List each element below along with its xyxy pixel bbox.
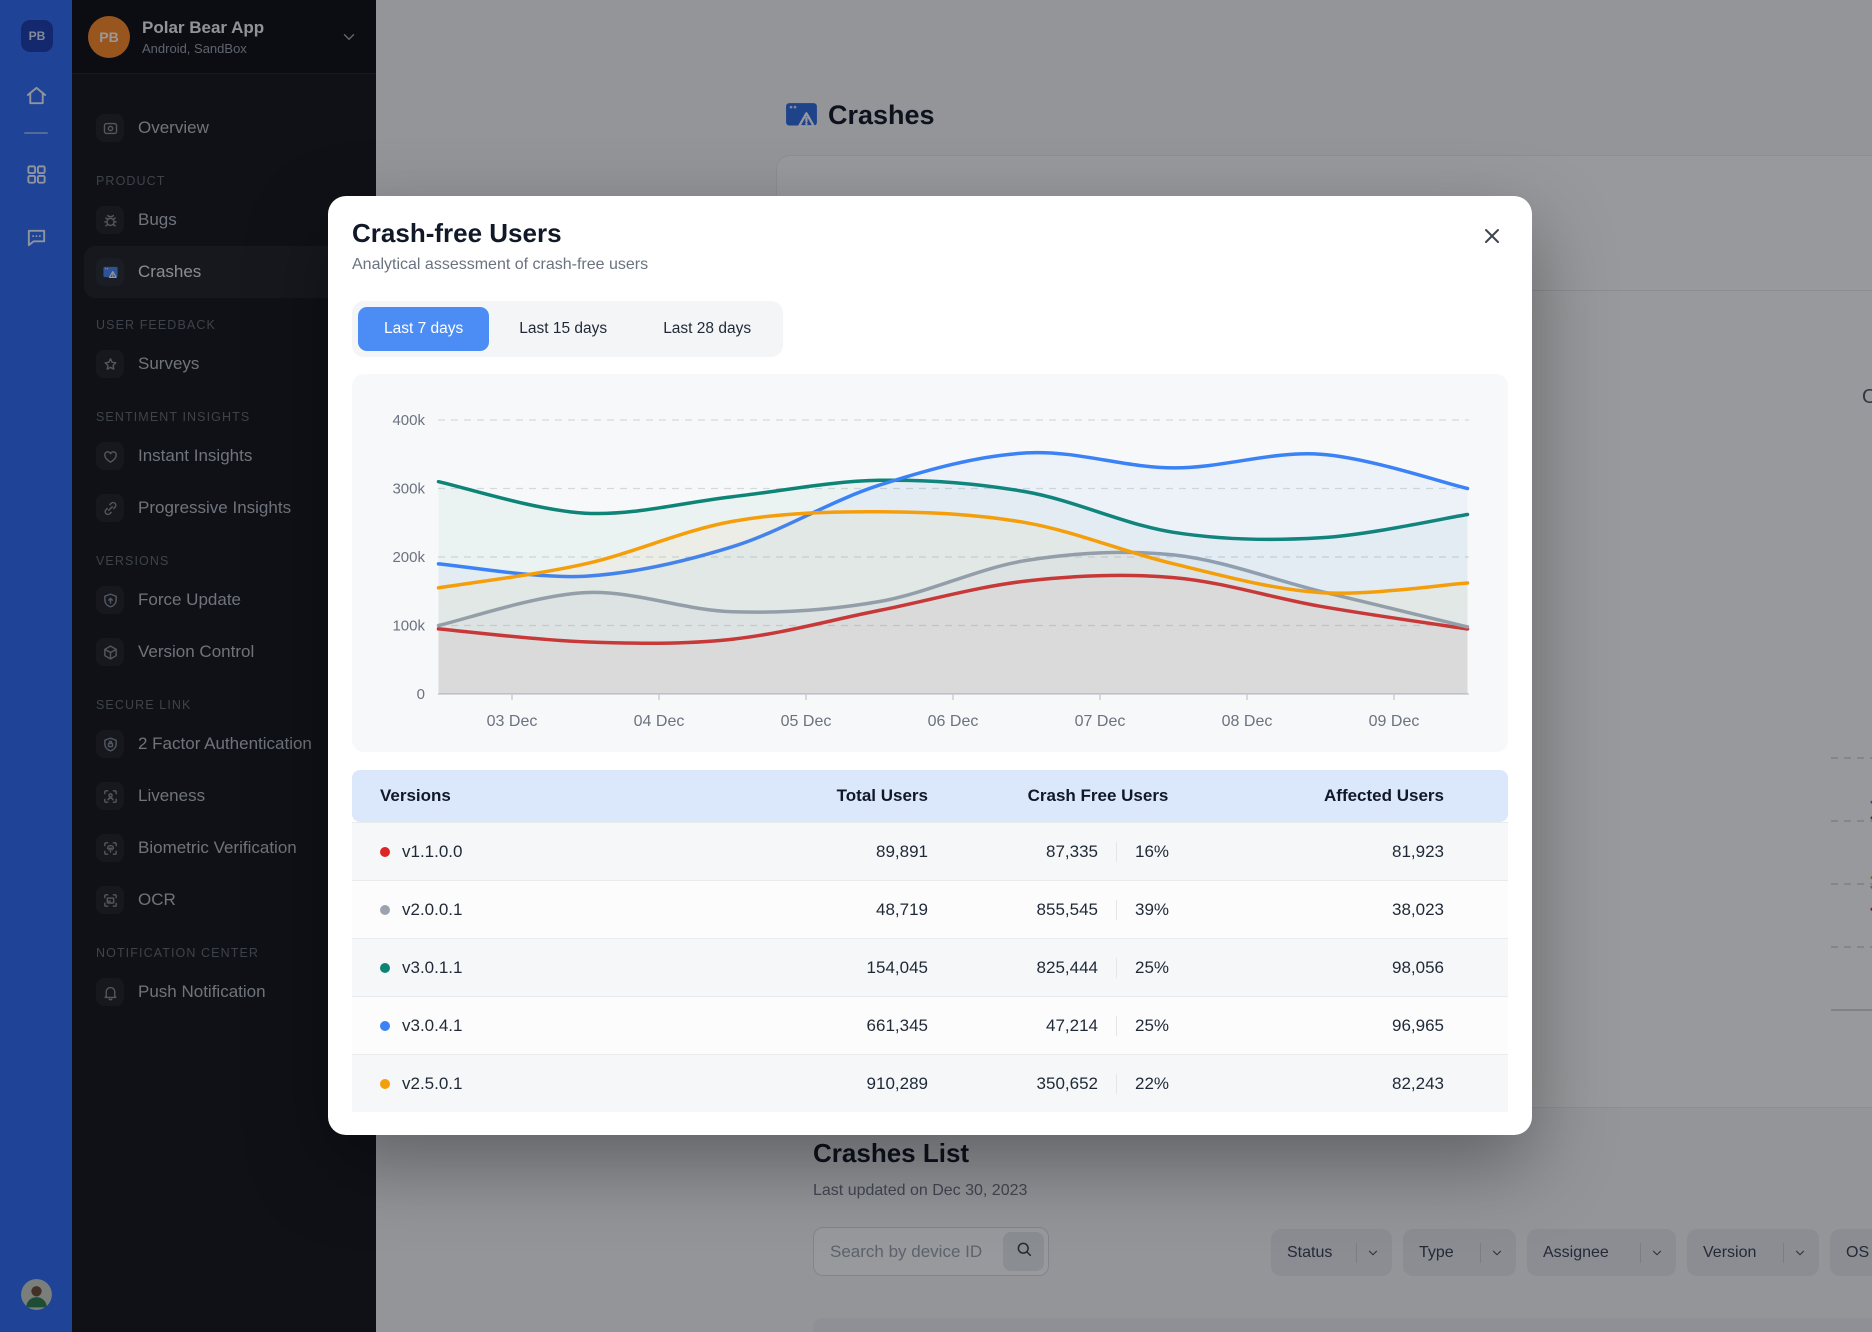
cell-crash-free-users: 87,335 16% xyxy=(928,842,1228,862)
version-label: v3.0.4.1 xyxy=(402,1016,463,1036)
series-dot xyxy=(380,905,390,915)
svg-text:100k: 100k xyxy=(392,618,425,635)
cell-crash-free-users: 825,444 25% xyxy=(928,958,1228,978)
cell-version: v3.0.1.1 xyxy=(352,958,688,978)
header-affected-users: Affected Users xyxy=(1228,786,1508,806)
svg-text:300k: 300k xyxy=(392,481,425,498)
tab-last-7-days[interactable]: Last 7 days xyxy=(358,307,489,351)
cell-crash-free-users: 47,214 25% xyxy=(928,1016,1228,1036)
svg-text:09 Dec: 09 Dec xyxy=(1369,713,1420,730)
header-crash-free-users: Crash Free Users xyxy=(928,786,1228,806)
crash-free-users-modal: Crash-free Users Analytical assessment o… xyxy=(328,196,1532,1135)
cell-version: v3.0.4.1 xyxy=(352,1016,688,1036)
tab-last-28-days[interactable]: Last 28 days xyxy=(637,307,777,351)
table-row-v2-0-0-1: v2.0.0.1 48,719855,545 39% 38,023 xyxy=(352,880,1508,938)
cell-affected-users: 81,923 xyxy=(1228,842,1508,862)
close-icon[interactable] xyxy=(1480,224,1504,248)
cell-total-users: 910,289 xyxy=(688,1074,928,1094)
crash-free-pct: 39% xyxy=(1116,900,1169,920)
series-dot xyxy=(380,963,390,973)
cell-total-users: 661,345 xyxy=(688,1016,928,1036)
cell-total-users: 89,891 xyxy=(688,842,928,862)
table-row-v1-1-0-0: v1.1.0.0 89,89187,335 16% 81,923 xyxy=(352,822,1508,880)
series-dot xyxy=(380,1021,390,1031)
header-total-users: Total Users xyxy=(688,786,928,806)
series-dot xyxy=(380,1079,390,1089)
svg-text:03 Dec: 03 Dec xyxy=(487,713,538,730)
cell-affected-users: 98,056 xyxy=(1228,958,1508,978)
svg-text:400k: 400k xyxy=(392,412,425,429)
svg-text:08 Dec: 08 Dec xyxy=(1222,713,1273,730)
table-row-v2-5-0-1: v2.5.0.1 910,289350,652 22% 82,243 xyxy=(352,1054,1508,1112)
version-label: v2.0.0.1 xyxy=(402,900,463,920)
versions-table-header: VersionsTotal UsersCrash Free UsersAffec… xyxy=(352,770,1508,822)
cell-version: v1.1.0.0 xyxy=(352,842,688,862)
tab-last-15-days[interactable]: Last 15 days xyxy=(493,307,633,351)
app-root: PB PB Polar Bear App Android, SandBox Ov… xyxy=(0,0,1872,1332)
crash-free-value: 47,214 xyxy=(928,1016,1098,1036)
series-dot xyxy=(380,847,390,857)
header-versions: Versions xyxy=(352,786,688,806)
crash-free-pct: 22% xyxy=(1116,1074,1169,1094)
crash-free-users-chart-card: 03 Dec 04 Dec 05 Dec 06 Dec 07 Dec 08 Dec 09 D… xyxy=(352,374,1508,752)
cell-affected-users: 38,023 xyxy=(1228,900,1508,920)
version-label: v2.5.0.1 xyxy=(402,1074,463,1094)
cell-total-users: 48,719 xyxy=(688,900,928,920)
crash-free-pct: 16% xyxy=(1116,842,1169,862)
versions-table: VersionsTotal UsersCrash Free UsersAffec… xyxy=(352,770,1508,1112)
crash-free-pct: 25% xyxy=(1116,1016,1169,1036)
crash-free-users-chart: 03 Dec 04 Dec 05 Dec 06 Dec 07 Dec 08 Dec 09 D… xyxy=(357,374,1503,752)
svg-text:07 Dec: 07 Dec xyxy=(1075,713,1126,730)
modal-title: Crash-free Users xyxy=(352,218,562,249)
modal-subtitle: Analytical assessment of crash-free user… xyxy=(352,256,648,274)
crash-free-pct: 25% xyxy=(1116,958,1169,978)
cell-affected-users: 96,965 xyxy=(1228,1016,1508,1036)
cell-version: v2.0.0.1 xyxy=(352,900,688,920)
table-row-v3-0-4-1: v3.0.4.1 661,34547,214 25% 96,965 xyxy=(352,996,1508,1054)
cell-total-users: 154,045 xyxy=(688,958,928,978)
svg-text:05 Dec: 05 Dec xyxy=(781,713,832,730)
table-row-v3-0-1-1: v3.0.1.1 154,045825,444 25% 98,056 xyxy=(352,938,1508,996)
crash-free-value: 825,444 xyxy=(928,958,1098,978)
cell-version: v2.5.0.1 xyxy=(352,1074,688,1094)
svg-text:06 Dec: 06 Dec xyxy=(928,713,979,730)
svg-text:04 Dec: 04 Dec xyxy=(634,713,685,730)
version-label: v3.0.1.1 xyxy=(402,958,463,978)
range-tabs: Last 7 daysLast 15 daysLast 28 days xyxy=(352,301,783,357)
cell-affected-users: 82,243 xyxy=(1228,1074,1508,1094)
crash-free-value: 350,652 xyxy=(928,1074,1098,1094)
crash-free-value: 855,545 xyxy=(928,900,1098,920)
cell-crash-free-users: 350,652 22% xyxy=(928,1074,1228,1094)
cell-crash-free-users: 855,545 39% xyxy=(928,900,1228,920)
svg-text:200k: 200k xyxy=(392,549,425,566)
version-label: v1.1.0.0 xyxy=(402,842,463,862)
crash-free-value: 87,335 xyxy=(928,842,1098,862)
svg-text:0: 0 xyxy=(417,686,425,703)
